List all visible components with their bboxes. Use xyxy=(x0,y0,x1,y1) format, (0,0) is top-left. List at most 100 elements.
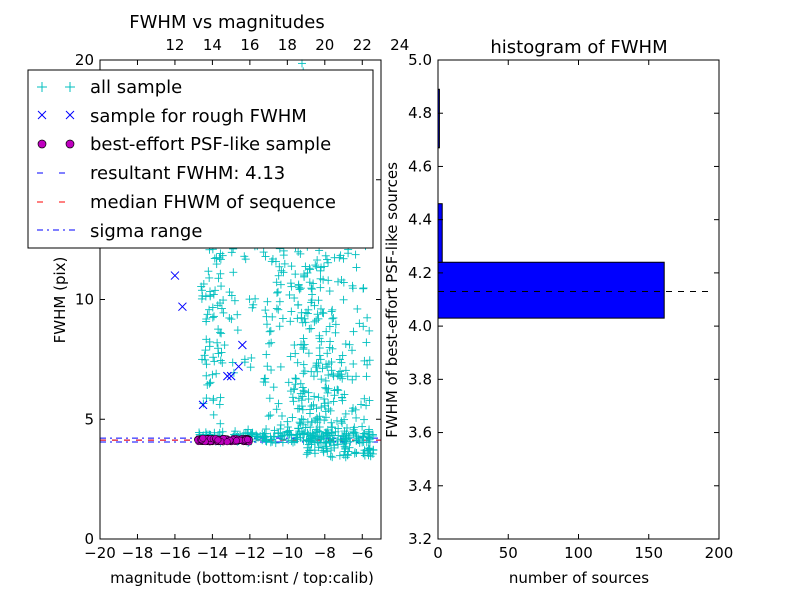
scatter-point-plus xyxy=(266,411,275,420)
scatter-point-plus xyxy=(349,427,358,436)
histogram-title: histogram of FWHM xyxy=(490,37,667,58)
scatter-point-plus xyxy=(227,315,236,324)
scatter-point-plus xyxy=(302,308,311,317)
scatter-point-plus xyxy=(358,422,367,431)
scatter-point-x xyxy=(234,362,243,371)
scatter-point-plus xyxy=(276,280,285,289)
scatter-point-plus xyxy=(328,453,337,462)
scatter-point-plus xyxy=(359,284,368,293)
scatter-point-plus xyxy=(362,372,371,381)
scatter-point-plus xyxy=(330,443,339,452)
scatter-point-plus xyxy=(211,286,220,295)
scatter-point-plus xyxy=(291,270,300,279)
scatter-point-plus xyxy=(338,419,347,428)
top-tick-label: 12 xyxy=(165,36,184,54)
scatter-point-plus xyxy=(205,337,214,346)
scatter-point-plus xyxy=(329,437,338,446)
scatter-point-plus xyxy=(365,437,374,446)
scatter-point-plus xyxy=(352,263,361,272)
scatter-point-plus xyxy=(200,351,209,360)
scatter-point-plus xyxy=(321,383,330,392)
y-tick-label: 10 xyxy=(75,291,94,309)
scatter-point-plus xyxy=(219,308,228,317)
legend-entry-all-sample: all sample xyxy=(37,77,182,98)
scatter-point-plus xyxy=(263,297,272,306)
scatter-point-plus xyxy=(203,380,212,389)
scatter-point-plus xyxy=(202,371,211,380)
scatter-point-plus xyxy=(216,269,225,278)
scatter-point-plus xyxy=(317,337,326,346)
scatter-point-plus xyxy=(230,296,239,305)
scatter-point-plus xyxy=(216,328,225,337)
scatter-point-plus xyxy=(345,443,354,452)
scatter-point-plus xyxy=(348,407,357,416)
scatter-point-plus xyxy=(293,430,302,439)
scatter-point-plus xyxy=(209,312,218,321)
scatter-point-plus xyxy=(353,304,362,313)
scatter-point-plus xyxy=(321,376,330,385)
scatter-point-plus xyxy=(271,257,280,266)
scatter-point-plus xyxy=(330,386,339,395)
scatter-point-plus xyxy=(323,255,332,264)
hist-y-tick-label: 4.8 xyxy=(408,104,432,122)
scatter-point-plus xyxy=(205,273,214,282)
hist-x-tick-label: 150 xyxy=(634,544,663,562)
scatter-point-plus xyxy=(349,359,358,368)
scatter-point-plus xyxy=(362,401,371,410)
scatter-point-plus xyxy=(339,278,348,287)
scatter-point-plus xyxy=(326,406,335,415)
scatter-point-plus xyxy=(365,444,374,453)
x-tick-label: −18 xyxy=(122,544,154,562)
scatter-point-plus xyxy=(202,315,211,324)
x-tick-label: −16 xyxy=(159,544,191,562)
scatter-point-plus xyxy=(360,429,369,438)
scatter-point-plus xyxy=(311,438,320,447)
scatter-point-plus xyxy=(349,327,358,336)
scatter-point-plus xyxy=(217,348,226,357)
scatter-point-plus xyxy=(210,254,219,263)
scatter-point-plus xyxy=(304,395,313,404)
scatter-point-plus xyxy=(365,326,374,335)
scatter-point-plus xyxy=(286,317,295,326)
hist-y-tick-label: 4.4 xyxy=(408,211,432,229)
scatter-point-plus xyxy=(263,362,272,371)
scatter-point-plus xyxy=(364,435,373,444)
legend-entry-sigma: sigma range xyxy=(37,221,202,242)
scatter-point-plus xyxy=(321,251,330,260)
scatter-point-plus xyxy=(208,313,217,322)
scatter-point-plus xyxy=(369,431,378,440)
scatter-point-plus xyxy=(333,371,342,380)
x-tick-label: −20 xyxy=(84,544,116,562)
legend-label: best-effort PSF-like sample xyxy=(90,134,331,155)
scatter-point-plus xyxy=(278,411,287,420)
scatter-point-plus xyxy=(307,296,316,305)
scatter-point-plus xyxy=(339,295,348,304)
scatter-point-plus xyxy=(264,412,273,421)
scatter-point-plus xyxy=(307,324,316,333)
scatter-point-plus xyxy=(317,443,326,452)
scatter-point-plus xyxy=(258,432,267,441)
scatter-point-x xyxy=(226,371,236,381)
legend-label: median FHWM of sequence xyxy=(90,192,336,213)
scatter-point-plus xyxy=(300,314,309,323)
hist-y-tick-label: 3.8 xyxy=(408,370,432,388)
scatter-point-plus xyxy=(293,314,302,323)
scatter-point-plus xyxy=(348,281,357,290)
scatter-point-plus xyxy=(216,393,225,402)
scatter-point-plus xyxy=(272,278,281,287)
legend-box xyxy=(27,69,374,249)
scatter-point-plus xyxy=(312,363,321,372)
scatter-point-plus xyxy=(328,314,337,323)
scatter-point-plus xyxy=(325,322,334,331)
legend-label: resultant FWHM: 4.13 xyxy=(90,163,285,184)
scatter-point-plus xyxy=(261,374,270,383)
scatter-point-plus xyxy=(307,284,316,293)
scatter-point-plus xyxy=(298,383,307,392)
scatter-point-plus xyxy=(357,400,366,409)
top-tick-label: 22 xyxy=(353,36,372,54)
scatter-point-plus xyxy=(299,270,308,279)
scatter-point-plus xyxy=(311,261,320,270)
scatter-point-plus xyxy=(318,364,327,373)
scatter-point-plus xyxy=(297,396,306,405)
scatter-point-plus xyxy=(343,451,352,460)
